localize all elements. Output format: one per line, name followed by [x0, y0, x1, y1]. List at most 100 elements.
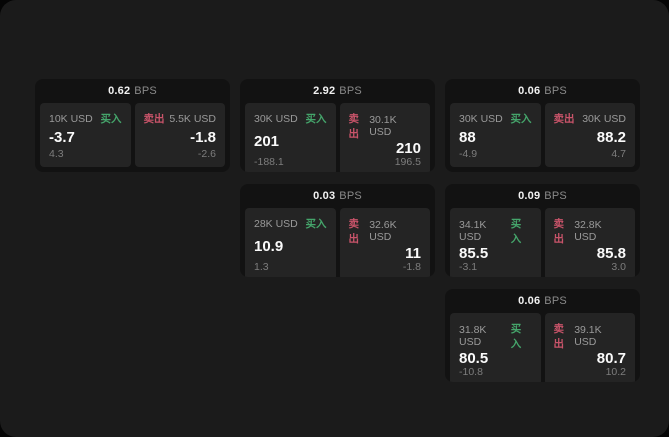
- spread-value: 0.06: [518, 295, 541, 307]
- sell-amount: 30.1K USD: [369, 114, 397, 138]
- buy-amount: 28K USD: [254, 217, 298, 230]
- sell-price: -1.8: [190, 128, 216, 146]
- buy-price: 201: [254, 132, 280, 150]
- buy-amount: 34.1K USD: [459, 219, 487, 243]
- sell-tile-top: 卖出 30.1K USD: [349, 111, 422, 141]
- spread-value: 0.03: [313, 190, 336, 202]
- spread-unit-label: BPS: [544, 85, 567, 97]
- buy-amount: 30K USD: [459, 112, 503, 125]
- buy-sub-value: -188.1: [254, 156, 284, 168]
- buy-side-label: 买入: [510, 323, 522, 350]
- sell-tile-top: 卖出 30K USD: [554, 111, 627, 126]
- buy-tile-top: 28K USD 买入: [254, 216, 327, 231]
- spread-header: 0.09 BPS: [445, 184, 640, 208]
- spread-header: 2.92 BPS: [240, 79, 435, 103]
- sell-tile-top: 卖出 32.8K USD: [554, 216, 627, 246]
- sell-amount: 32.6K USD: [369, 219, 397, 243]
- sell-tile-top: 卖出 39.1K USD: [554, 321, 627, 351]
- quote-body: 30K USD 买入 88 -4.9 卖出 30K USD 88.2 4.7: [445, 103, 640, 172]
- spread-header: 0.62 BPS: [35, 79, 230, 103]
- quote-body: 28K USD 买入 10.9 1.3 卖出 32.6K USD 11 -1.8: [240, 208, 435, 277]
- buy-tile[interactable]: 28K USD 买入 10.9 1.3: [245, 208, 336, 277]
- spread-value: 0.09: [518, 190, 541, 202]
- sell-sub-value: 10.2: [605, 366, 626, 378]
- spread-unit-label: BPS: [544, 295, 567, 307]
- quote-body: 34.1K USD 买入 85.5 -3.1 卖出 32.8K USD 85.8…: [445, 208, 640, 277]
- buy-tile[interactable]: 34.1K USD 买入 85.5 -3.1: [450, 208, 541, 277]
- sell-amount: 39.1K USD: [574, 324, 602, 348]
- buy-tile[interactable]: 10K USD 买入 -3.7 4.3: [40, 103, 131, 167]
- buy-tile-top: 30K USD 买入: [254, 111, 327, 126]
- sell-tile[interactable]: 卖出 39.1K USD 80.7 10.2: [544, 313, 635, 382]
- buy-price: 88: [459, 128, 476, 146]
- sell-tile[interactable]: 卖出 32.6K USD 11 -1.8: [339, 208, 430, 277]
- sell-sub-value: -2.6: [197, 148, 216, 160]
- buy-tile[interactable]: 31.8K USD 买入 80.5 -10.8: [450, 313, 541, 382]
- buy-amount: 30K USD: [254, 112, 298, 125]
- quote-card: 0.09 BPS 34.1K USD 买入 85.5 -3.1 卖出 32.8K…: [445, 184, 640, 277]
- sell-amount: 30K USD: [582, 112, 626, 125]
- buy-side-label: 买入: [100, 113, 122, 125]
- buy-price: -3.7: [49, 128, 75, 146]
- spread-header: 0.03 BPS: [240, 184, 435, 208]
- sell-tile-top: 卖出 32.6K USD: [349, 216, 422, 246]
- buy-price: 85.5: [459, 245, 489, 262]
- buy-sub-value: -10.8: [459, 366, 483, 378]
- sell-tile[interactable]: 卖出 30K USD 88.2 4.7: [544, 103, 635, 167]
- sell-sub-value: -1.8: [402, 261, 421, 273]
- sell-tile-top: 卖出 5.5K USD: [144, 111, 217, 126]
- sell-price: 210: [395, 140, 421, 157]
- buy-side-label: 买入: [510, 218, 522, 245]
- spread-value: 0.06: [518, 85, 541, 97]
- sell-side-label: 卖出: [143, 113, 165, 125]
- buy-sub-value: -3.1: [459, 261, 478, 273]
- sell-tile[interactable]: 卖出 30.1K USD 210 196.5: [339, 103, 430, 172]
- sell-sub-value: 196.5: [394, 156, 421, 168]
- buy-sub-value: 4.3: [49, 148, 64, 160]
- sell-price: 88.2: [596, 128, 626, 146]
- spread-header: 0.06 BPS: [445, 79, 640, 103]
- spread-unit-label: BPS: [134, 85, 157, 97]
- buy-price: 80.5: [459, 350, 489, 367]
- buy-tile-top: 34.1K USD 买入: [459, 216, 532, 246]
- sell-side-label: 卖出: [348, 113, 360, 140]
- sell-sub-value: 4.7: [611, 148, 626, 160]
- sell-sub-value: 3.0: [611, 261, 626, 273]
- quote-card: 0.06 BPS 31.8K USD 买入 80.5 -10.8 卖出 39.1…: [445, 289, 640, 382]
- buy-tile-top: 31.8K USD 买入: [459, 321, 532, 351]
- spread-value: 0.62: [108, 85, 131, 97]
- quote-grid: 0.62 BPS 10K USD 买入 -3.7 4.3 卖出 5.5K USD…: [35, 79, 640, 382]
- sell-side-label: 卖出: [553, 113, 575, 125]
- spread-header: 0.06 BPS: [445, 289, 640, 313]
- quote-card: 0.62 BPS 10K USD 买入 -3.7 4.3 卖出 5.5K USD…: [35, 79, 230, 172]
- spread-unit-label: BPS: [339, 190, 362, 202]
- buy-amount: 31.8K USD: [459, 324, 487, 348]
- quote-card: 2.92 BPS 30K USD 买入 201 -188.1 卖出 30.1K …: [240, 79, 435, 172]
- quote-body: 31.8K USD 买入 80.5 -10.8 卖出 39.1K USD 80.…: [445, 313, 640, 382]
- sell-side-label: 卖出: [553, 323, 565, 350]
- sell-tile[interactable]: 卖出 32.8K USD 85.8 3.0: [544, 208, 635, 277]
- sell-price: 85.8: [596, 245, 626, 262]
- buy-tile-top: 30K USD 买入: [459, 111, 532, 126]
- buy-side-label: 买入: [305, 218, 327, 230]
- buy-side-label: 买入: [305, 113, 327, 125]
- quote-body: 10K USD 买入 -3.7 4.3 卖出 5.5K USD -1.8 -2.…: [35, 103, 230, 172]
- sell-amount: 5.5K USD: [169, 112, 216, 125]
- sell-price: 11: [405, 245, 421, 262]
- quote-card: 0.03 BPS 28K USD 买入 10.9 1.3 卖出 32.6K US…: [240, 184, 435, 277]
- spread-value: 2.92: [313, 85, 336, 97]
- buy-tile[interactable]: 30K USD 买入 88 -4.9: [450, 103, 541, 167]
- buy-sub-value: 1.3: [254, 261, 269, 273]
- buy-sub-value: -4.9: [459, 148, 478, 160]
- sell-price: 80.7: [596, 350, 626, 367]
- buy-side-label: 买入: [510, 113, 532, 125]
- sell-amount: 32.8K USD: [574, 219, 602, 243]
- sell-tile[interactable]: 卖出 5.5K USD -1.8 -2.6: [134, 103, 225, 167]
- buy-tile[interactable]: 30K USD 买入 201 -188.1: [245, 103, 336, 172]
- quote-body: 30K USD 买入 201 -188.1 卖出 30.1K USD 210 1…: [240, 103, 435, 172]
- buy-amount: 10K USD: [49, 112, 93, 125]
- buy-price: 10.9: [254, 237, 284, 255]
- spread-unit-label: BPS: [339, 85, 362, 97]
- sell-side-label: 卖出: [348, 218, 360, 245]
